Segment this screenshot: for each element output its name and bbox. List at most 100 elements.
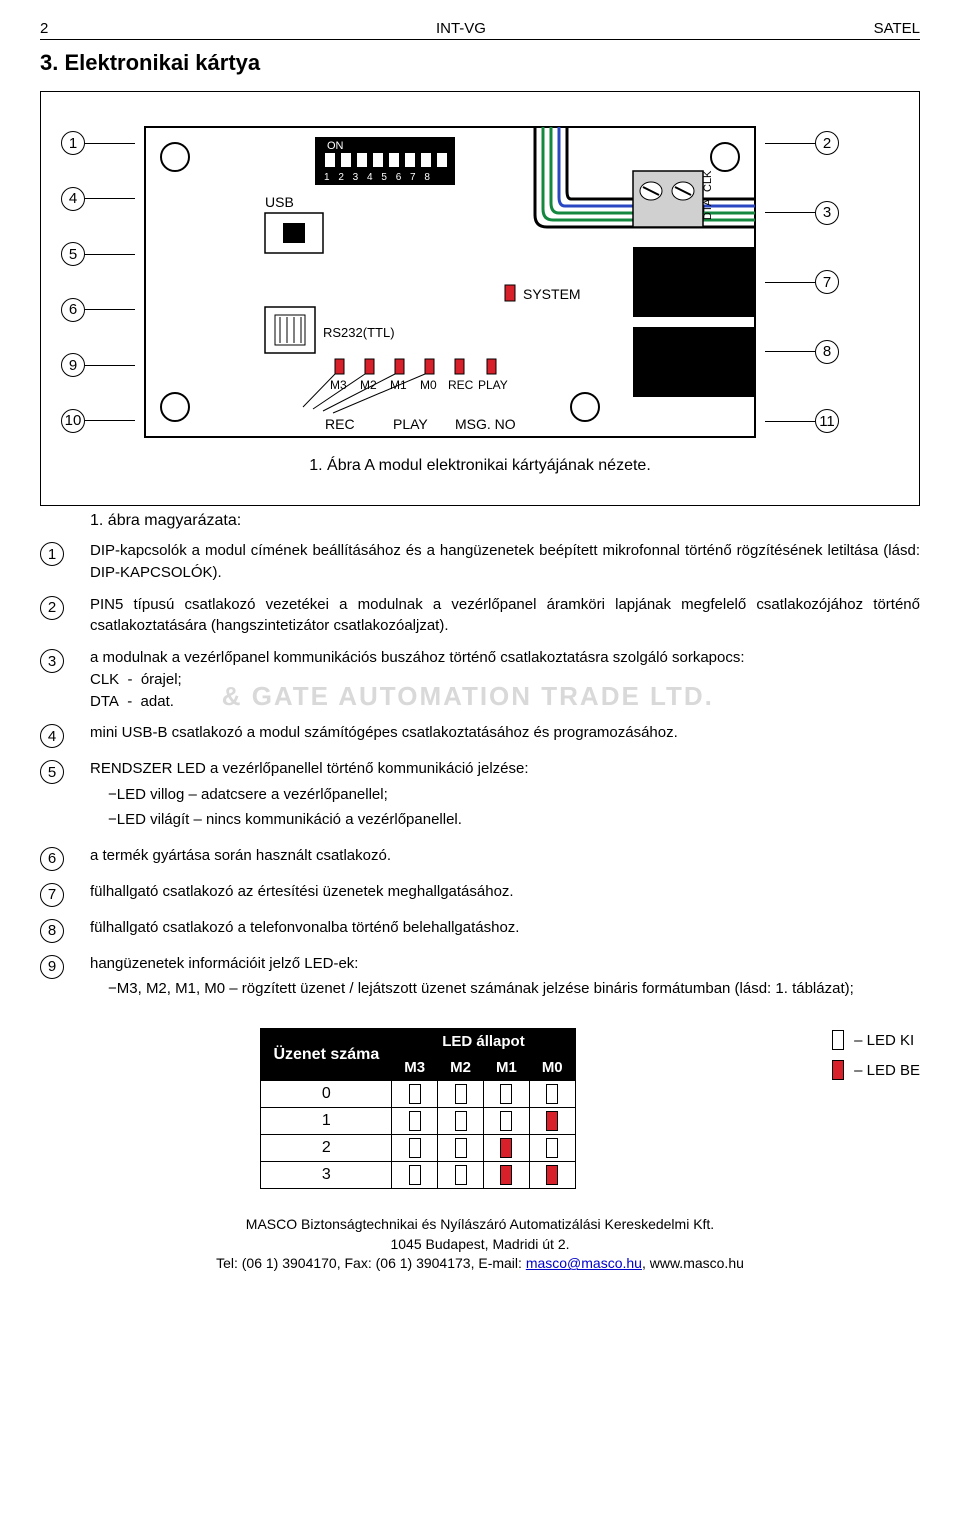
led-box-icon — [409, 1111, 421, 1131]
led-box-icon — [500, 1138, 512, 1158]
callout-6: 6 — [61, 298, 85, 322]
desc-num-8: 8 — [40, 919, 64, 943]
led-row-num: 0 — [261, 1081, 392, 1108]
th-M1: M1 — [483, 1055, 529, 1081]
led-box-icon — [409, 1084, 421, 1104]
led-cell — [529, 1162, 575, 1189]
callout-1: 1 — [61, 131, 85, 155]
section-title: 3. Elektronikai kártya — [40, 50, 920, 76]
callout-5: 5 — [61, 242, 85, 266]
desc-num-7: 7 — [40, 883, 64, 907]
label-rs232: RS232(TTL) — [323, 325, 395, 340]
page-footer: MASCO Biztonságtechnikai és Nyílászáró A… — [40, 1215, 920, 1274]
led-box-icon — [455, 1138, 467, 1158]
led-box-icon — [455, 1111, 467, 1131]
led-box-icon — [455, 1084, 467, 1104]
led-box-icon — [409, 1138, 421, 1158]
led-cell — [529, 1081, 575, 1108]
svg-text:PLAY: PLAY — [478, 378, 508, 392]
svg-text:DTA: DTA — [702, 198, 714, 220]
led-box-icon — [546, 1165, 558, 1185]
led-box-icon — [500, 1084, 512, 1104]
label-on: ON — [327, 140, 344, 152]
led-off-icon — [832, 1030, 844, 1050]
led-cell — [483, 1135, 529, 1162]
led-cell — [392, 1081, 438, 1108]
svg-text:M0: M0 — [420, 378, 437, 392]
callout-8: 8 — [815, 340, 839, 364]
led-cell — [483, 1081, 529, 1108]
led-on-icon — [832, 1060, 844, 1080]
callout-4: 4 — [61, 187, 85, 211]
led-box-icon — [500, 1165, 512, 1185]
led-box-icon — [455, 1165, 467, 1185]
callout-7: 7 — [815, 270, 839, 294]
led-cell — [392, 1135, 438, 1162]
legend-off: – LED KI — [854, 1032, 914, 1049]
desc-text-2: PIN5 típusú csatlakozó vezetékei a modul… — [90, 594, 920, 638]
callouts-left: 1 4 5 6 9 10 — [61, 117, 135, 447]
desc-text-7: fülhallgató csatlakozó az értesítési üze… — [90, 881, 920, 903]
pcb-board: ON 1 2 3 4 5 6 7 8 USB SYSTEM — [135, 117, 765, 447]
svg-text:M3: M3 — [330, 378, 347, 392]
svg-text:REC: REC — [448, 378, 474, 392]
desc-text-1: DIP-kapcsolók a modul címének beállításá… — [90, 540, 920, 584]
callout-3: 3 — [815, 201, 839, 225]
led-cell — [438, 1081, 484, 1108]
desc-text-4: mini USB-B csatlakozó a modul számítógép… — [90, 722, 920, 744]
desc-num-4: 4 — [40, 724, 64, 748]
led-cell — [529, 1135, 575, 1162]
label-system: SYSTEM — [523, 286, 581, 302]
desc-num-2: 2 — [40, 596, 64, 620]
led-cell — [392, 1108, 438, 1135]
label-usb: USB — [265, 194, 294, 210]
th-M3: M3 — [392, 1055, 438, 1081]
label-rec: REC — [325, 416, 355, 432]
dip-numbers: 1 2 3 4 5 6 7 8 — [324, 172, 433, 183]
pcb-diagram-frame: 1 4 5 6 9 10 ON — [40, 91, 920, 506]
desc-num-9: 9 — [40, 955, 64, 979]
doc-brand: SATEL — [874, 20, 920, 37]
led-cell — [483, 1108, 529, 1135]
desc-num-5: 5 — [40, 760, 64, 784]
led-box-icon — [546, 1111, 558, 1131]
th-msg: Üzenet száma — [261, 1029, 392, 1081]
footer-mail-link[interactable]: masco@masco.hu — [526, 1255, 642, 1271]
page-number: 2 — [40, 20, 48, 37]
led-table: Üzenet száma LED állapot M3M2M1M0 0123 — [260, 1028, 575, 1189]
led-legend: – LED KI – LED BE — [832, 1030, 920, 1090]
page-header: 2 INT-VG SATEL — [40, 20, 920, 40]
desc-num-1: 1 — [40, 542, 64, 566]
desc-text-8: fülhallgató csatlakozó a telefonvonalba … — [90, 917, 920, 939]
doc-code: INT-VG — [436, 20, 486, 37]
callouts-right: 2 3 7 8 11 — [765, 117, 839, 447]
desc-num-3: 3 — [40, 649, 64, 673]
led-row-num: 1 — [261, 1108, 392, 1135]
led-cell — [438, 1135, 484, 1162]
footer-l3-post: , www.masco.hu — [642, 1255, 744, 1271]
led-row: 2 — [261, 1135, 575, 1162]
led-cell — [392, 1162, 438, 1189]
led-box-icon — [546, 1084, 558, 1104]
legend-on: – LED BE — [854, 1062, 920, 1079]
th-state: LED állapot — [392, 1029, 575, 1055]
led-box-icon — [500, 1111, 512, 1131]
desc-text-9: hangüzenetek információit jelző LED-ek:M… — [90, 953, 920, 1005]
led-cell — [438, 1108, 484, 1135]
led-box-icon — [546, 1138, 558, 1158]
led-cell — [438, 1162, 484, 1189]
led-row: 3 — [261, 1162, 575, 1189]
desc-text-6: a termék gyártása során használt csatlak… — [90, 845, 920, 867]
led-cell — [483, 1162, 529, 1189]
led-row: 0 — [261, 1081, 575, 1108]
led-row: 1 — [261, 1108, 575, 1135]
led-row-num: 2 — [261, 1135, 392, 1162]
led-box-icon — [409, 1165, 421, 1185]
th-M0: M0 — [529, 1055, 575, 1081]
led-table-block: Üzenet száma LED állapot M3M2M1M0 0123 –… — [40, 1014, 920, 1189]
callout-9: 9 — [61, 353, 85, 377]
callout-2: 2 — [815, 131, 839, 155]
footer-l3-pre: Tel: (06 1) 3904170, Fax: (06 1) 3904173… — [216, 1255, 526, 1271]
th-M2: M2 — [438, 1055, 484, 1081]
led-cell — [529, 1108, 575, 1135]
